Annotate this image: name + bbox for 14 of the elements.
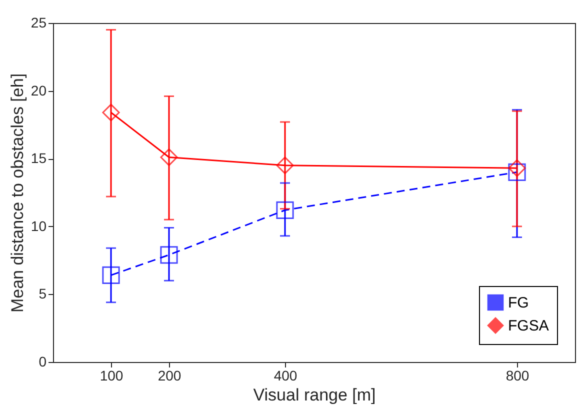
y-tick-label: 15 [30,150,47,166]
y-tick-label: 0 [38,354,47,370]
x-tick-label: 800 [506,368,530,384]
y-tick-label: 10 [30,218,47,234]
y-tick-label: 5 [38,286,47,302]
y-axis-title: Mean distance to obstacles [eh] [8,73,27,313]
x-tick-label: 100 [100,368,124,384]
x-tick-label: 200 [158,368,182,384]
y-tick-label: 25 [30,14,47,30]
x-axis-title: Visual range [m] [253,386,376,404]
legend-label: FG [508,294,529,312]
x-tick-label: 400 [274,368,298,384]
y-tick-label: 20 [30,82,47,98]
legend-label: FGSA [508,318,549,334]
